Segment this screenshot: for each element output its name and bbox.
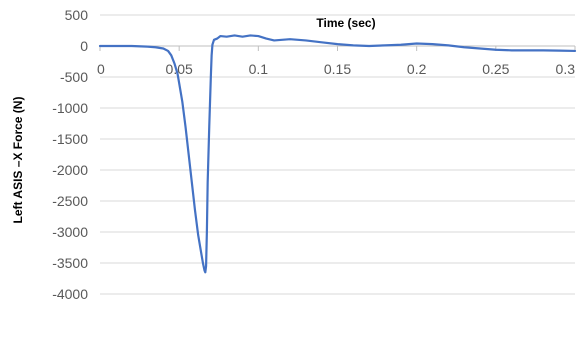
y-tick-label: -1500 — [52, 131, 88, 147]
tick-labels: 500 0 -500 -1000 -1500 -2000 -2500 -3000 -3500 -4… — [52, 7, 575, 302]
y-tick-label: -2000 — [52, 162, 88, 178]
series-layer — [98, 34, 577, 274]
x-tick-label: 0.15 — [324, 61, 351, 77]
y-tick-label: 0 — [80, 38, 88, 54]
y-tick-label: -2500 — [52, 193, 88, 209]
y-tick-label: -3000 — [52, 224, 88, 240]
x-tick-label: 0.05 — [166, 61, 193, 77]
x-tick-label: 0.1 — [249, 61, 269, 77]
y-tick-label: -1000 — [52, 100, 88, 116]
y-axis-title: Left ASIS –X Force (N) — [11, 97, 25, 224]
y-tick-label: -3500 — [52, 255, 88, 271]
x-axis-title: Time (sec) — [316, 16, 375, 30]
y-tick-label: -4000 — [52, 286, 88, 302]
y-tick-label: -500 — [60, 69, 88, 85]
y-tick-label: 500 — [65, 7, 89, 23]
x-tick-label: 0.3 — [556, 61, 576, 77]
x-tick-label: 0.25 — [482, 61, 509, 77]
x-tick-label: 0 — [97, 61, 105, 77]
x-tick-label: 0.2 — [407, 61, 427, 77]
series-line-0 — [98, 34, 577, 274]
